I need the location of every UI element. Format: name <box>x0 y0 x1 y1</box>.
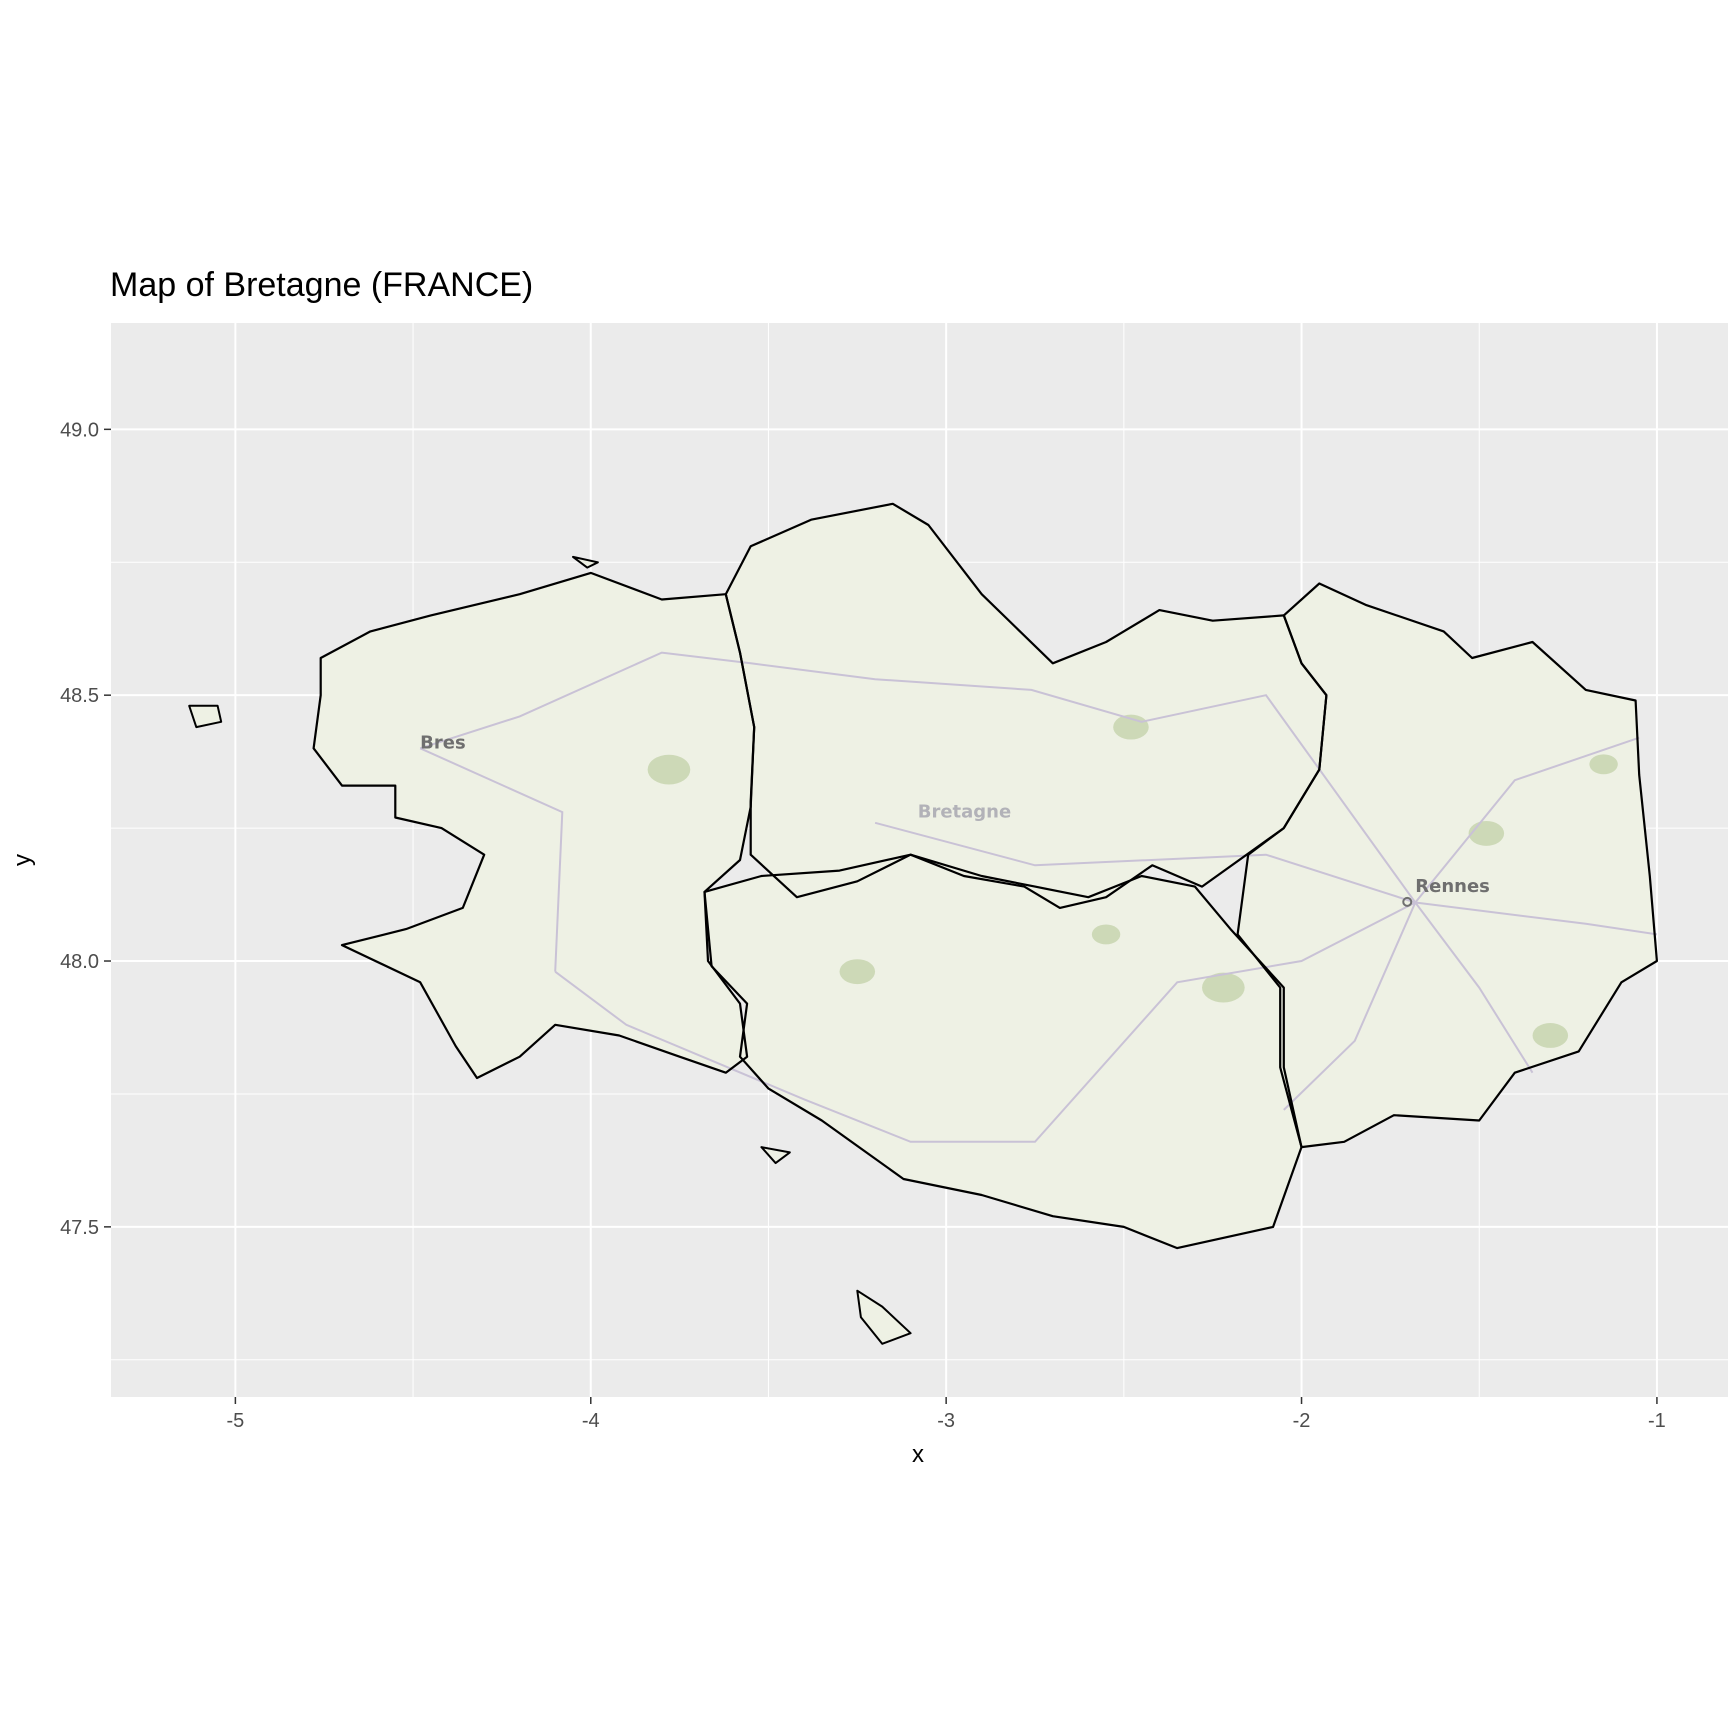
plot-title: Map of Bretagne (FRANCE) <box>110 266 533 304</box>
y-axis-title: y <box>9 854 36 866</box>
forest-patch <box>1202 972 1245 1003</box>
y-tick-label: 47.5 <box>60 1217 99 1239</box>
y-tick-label: 48.0 <box>60 951 99 973</box>
y-tick-label: 49.0 <box>60 419 99 441</box>
place-label: Bres <box>420 732 466 753</box>
x-axis: -5 -4 -3 -2 -1 <box>226 1397 1666 1432</box>
x-tick-label: -3 <box>937 1410 955 1432</box>
road-line <box>419 747 564 972</box>
forest-patch <box>839 959 876 985</box>
place-labels: Bres Bretagne Rennes <box>420 732 1490 907</box>
department-fill <box>704 854 1302 1249</box>
forest-patch <box>1468 820 1505 846</box>
y-axis: 47.5 48.0 48.5 49.0 <box>60 419 111 1239</box>
place-label: Bretagne <box>918 801 1011 822</box>
forest-patch <box>1091 924 1121 945</box>
island-boundary <box>760 1146 791 1165</box>
island-fill <box>857 1290 911 1344</box>
forest-patch <box>1589 754 1618 775</box>
road-line <box>1414 901 1534 1074</box>
island-boundary <box>188 704 223 729</box>
road-line <box>554 901 1416 1143</box>
y-tick-label: 48.5 <box>60 685 99 707</box>
land-layer <box>189 503 1657 1344</box>
road-line <box>419 651 1417 904</box>
x-tick-label: -5 <box>226 1410 244 1432</box>
road-line <box>1414 736 1640 904</box>
island-boundary <box>572 555 599 569</box>
forest-patch <box>647 754 691 785</box>
department-fill <box>313 572 755 1078</box>
forest-patch <box>1532 1023 1569 1048</box>
island-boundary <box>856 1289 912 1345</box>
road-line <box>1415 901 1658 936</box>
department-fill <box>725 503 1327 908</box>
x-axis-title: x <box>912 1441 924 1468</box>
road-layer <box>419 651 1658 1143</box>
x-tick-label: -2 <box>1293 1410 1311 1432</box>
road-line <box>1283 902 1417 1111</box>
x-tick-label: -4 <box>582 1410 600 1432</box>
department-boundaries <box>188 502 1658 1345</box>
department-boundary <box>312 571 756 1080</box>
place-label: Rennes <box>1415 876 1490 897</box>
department-boundary <box>1236 582 1658 1149</box>
department-fill <box>1237 583 1657 1148</box>
city-marker-icon <box>1402 896 1413 907</box>
road-line <box>874 821 1416 904</box>
island-fill <box>189 705 222 728</box>
x-tick-label: -1 <box>1648 1410 1666 1432</box>
